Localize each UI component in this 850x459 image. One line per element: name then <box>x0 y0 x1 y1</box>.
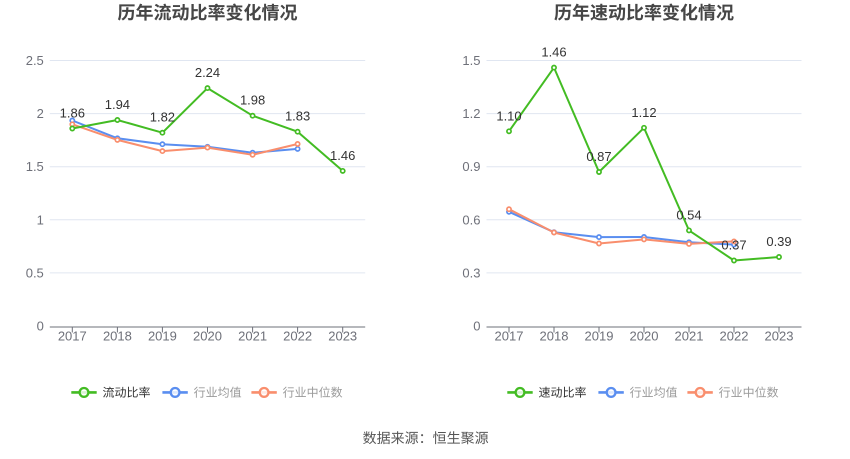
svg-text:1.46: 1.46 <box>330 148 355 163</box>
svg-text:1.2: 1.2 <box>462 106 480 121</box>
svg-text:2019: 2019 <box>148 329 177 344</box>
svg-text:0.87: 0.87 <box>586 149 611 164</box>
svg-text:0.37: 0.37 <box>721 238 746 253</box>
svg-text:2022: 2022 <box>720 329 749 344</box>
svg-text:1.46: 1.46 <box>541 45 566 60</box>
svg-text:0.3: 0.3 <box>462 265 480 280</box>
svg-text:1.83: 1.83 <box>285 109 310 124</box>
svg-text:1.82: 1.82 <box>150 110 175 125</box>
svg-text:2020: 2020 <box>193 329 222 344</box>
svg-text:2020: 2020 <box>630 329 659 344</box>
svg-text:0.6: 0.6 <box>462 212 480 227</box>
svg-text:1.94: 1.94 <box>105 97 130 112</box>
svg-text:2019: 2019 <box>585 329 614 344</box>
svg-text:1.98: 1.98 <box>240 93 265 108</box>
svg-text:1.5: 1.5 <box>26 159 44 174</box>
svg-text:0.5: 0.5 <box>26 265 44 280</box>
svg-text:2: 2 <box>37 106 44 121</box>
svg-text:2.5: 2.5 <box>26 53 44 68</box>
svg-text:2023: 2023 <box>765 329 794 344</box>
svg-text:2023: 2023 <box>328 329 357 344</box>
svg-text:1.86: 1.86 <box>60 106 85 121</box>
svg-text:2.24: 2.24 <box>195 65 220 80</box>
svg-text:2017: 2017 <box>495 329 524 344</box>
svg-text:2021: 2021 <box>238 329 267 344</box>
svg-text:0.39: 0.39 <box>766 234 791 249</box>
svg-text:2018: 2018 <box>103 329 132 344</box>
svg-text:1: 1 <box>37 212 44 227</box>
svg-text:2021: 2021 <box>675 329 704 344</box>
svg-text:2018: 2018 <box>540 329 569 344</box>
svg-text:0.9: 0.9 <box>462 159 480 174</box>
svg-text:0: 0 <box>473 319 480 334</box>
svg-text:1.5: 1.5 <box>462 53 480 68</box>
svg-text:0.54: 0.54 <box>676 207 701 222</box>
svg-text:0: 0 <box>37 319 44 334</box>
svg-text:2017: 2017 <box>58 329 87 344</box>
svg-text:1.10: 1.10 <box>496 108 521 123</box>
svg-text:2022: 2022 <box>283 329 312 344</box>
svg-text:1.12: 1.12 <box>631 105 656 120</box>
